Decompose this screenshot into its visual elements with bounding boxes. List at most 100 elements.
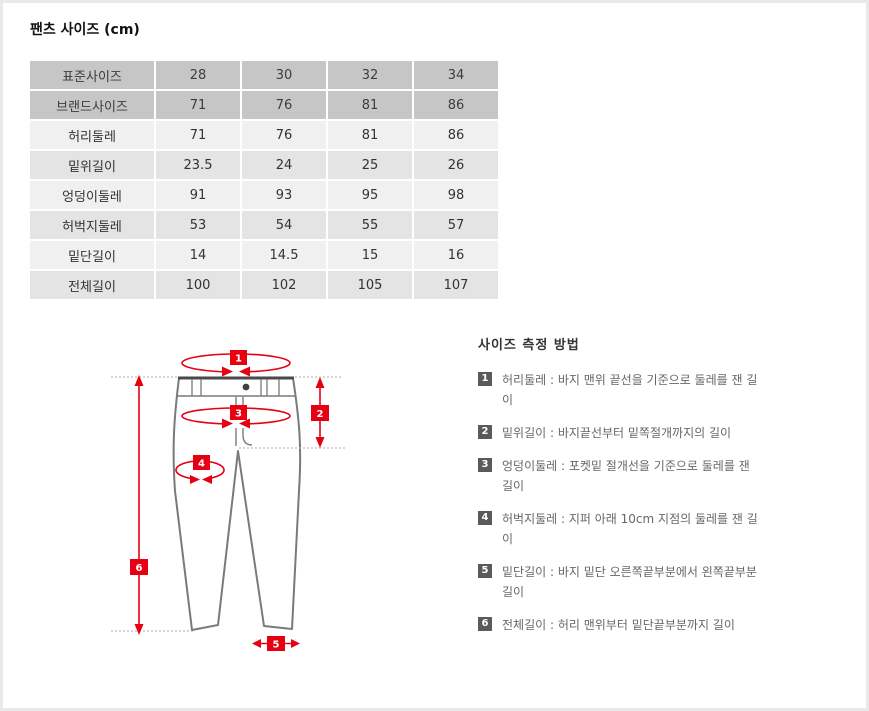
marker-1-label: 1 [235,354,242,365]
size-value-cell: 16 [414,241,498,269]
marker-3-label: 3 [235,409,242,420]
table-row-standard-size: 표준사이즈 28 30 32 34 [30,61,498,89]
pants-measurement-diagram: 6 2 1 3 4 5 [111,350,346,651]
arrow-left-icon [252,639,261,648]
size-value-cell: 34 [414,61,498,89]
size-value-cell: 76 [242,121,326,149]
arrow-left-icon [239,366,250,377]
size-value-cell: 55 [328,211,412,239]
row-label-cell: 허리둘레 [30,121,154,149]
size-value-cell: 25 [328,151,412,179]
marker-2-badge [311,405,329,421]
size-value-cell: 26 [414,151,498,179]
size-value-cell: 32 [328,61,412,89]
size-value-cell: 91 [156,181,240,209]
size-value-cell: 93 [242,181,326,209]
size-value-cell: 28 [156,61,240,89]
guide-item-text: 전체길이 : 허리 맨위부터 밑단끝부분까지 길이 [502,618,735,632]
table-row-hip: 엉덩이둘레 91 93 95 98 [30,181,498,209]
guide-item-text: 엉덩이둘레 : 포켓밑 절개선을 기준으로 둘레를 잰 길이 [502,459,750,493]
row-label-cell: 엉덩이둘레 [30,181,154,209]
table-row-rise: 밑위길이 23.5 24 25 26 [30,151,498,179]
arrow-right-icon [222,418,233,429]
measure-guide-items: 1 허리둘레 : 바지 맨위 끝선을 기준으로 둘레를 잰 길이 2 밑위길이 … [478,370,770,635]
table-row-thigh: 허벅지둘레 53 54 55 57 [30,211,498,239]
row-label-cell: 전체길이 [30,271,154,299]
guide-item-text: 밑위길이 : 바지끝선부터 밑쪽절개까지의 길이 [502,426,732,440]
ellipse-gap [223,367,249,376]
row-label-cell: 허벅지둘레 [30,211,154,239]
guide-number-badge: 3 [478,458,492,472]
measure-guide: 사이즈 측정 방법 1 허리둘레 : 바지 맨위 끝선을 기준으로 둘레를 잰 … [478,334,770,648]
arrow-up-icon [315,377,325,388]
arrow-right-icon [222,366,233,377]
table-row-total-length: 전체길이 100 102 105 107 [30,271,498,299]
marker-3-badge [230,405,247,420]
size-value-cell: 100 [156,271,240,299]
row-label-cell: 밑위길이 [30,151,154,179]
row-label-cell: 표준사이즈 [30,61,154,89]
size-value-cell: 15 [328,241,412,269]
size-value-cell: 14 [156,241,240,269]
guide-number-badge: 2 [478,425,492,439]
ellipse-gap [223,419,249,428]
measure-guide-heading: 사이즈 측정 방법 [478,338,580,353]
size-value-cell: 107 [414,271,498,299]
marker-6-badge [130,559,148,575]
guide-item-rise: 2 밑위길이 : 바지끝선부터 밑쪽절개까지의 길이 [478,423,770,443]
row-label-cell: 밑단길이 [30,241,154,269]
size-value-cell: 81 [328,91,412,119]
size-value-cell: 76 [242,91,326,119]
size-value-cell: 105 [328,271,412,299]
size-value-cell: 98 [414,181,498,209]
marker-5-badge [267,636,285,651]
size-value-cell: 54 [242,211,326,239]
guide-item-thigh: 4 허벅지둘레 : 지퍼 아래 10cm 지점의 둘레를 잰 길이 [478,509,770,549]
waist-button [242,383,250,391]
guide-item-total-length: 6 전체길이 : 허리 맨위부터 밑단끝부분까지 길이 [478,615,770,635]
guide-item-hip: 3 엉덩이둘레 : 포켓밑 절개선을 기준으로 둘레를 잰 길이 [478,456,770,496]
guide-number-badge: 1 [478,372,492,386]
arrow-right-icon [190,475,200,484]
size-value-cell: 30 [242,61,326,89]
size-value-cell: 86 [414,91,498,119]
table-row-brand-size: 브랜드사이즈 71 76 81 86 [30,91,498,119]
size-value-cell: 23.5 [156,151,240,179]
page-title: 팬츠 사이즈 (cm) [30,22,140,38]
size-value-cell: 71 [156,91,240,119]
size-value-cell: 14.5 [242,241,326,269]
pants-outline [172,377,302,631]
ellipse-gap [192,474,210,483]
marker-6-label: 6 [136,563,143,574]
size-value-cell: 57 [414,211,498,239]
marker-1-badge [230,350,247,365]
arrow-right-icon [291,639,300,648]
guide-item-text: 허리둘레 : 바지 맨위 끝선을 기준으로 둘레를 잰 길이 [502,373,758,407]
size-value-cell: 86 [414,121,498,149]
arrow-down-icon [315,437,325,448]
size-value-cell: 95 [328,181,412,209]
row-label-cell: 브랜드사이즈 [30,91,154,119]
guide-item-text: 허벅지둘레 : 지퍼 아래 10cm 지점의 둘레를 잰 길이 [502,512,758,546]
arrow-up-icon [134,375,144,386]
marker-4-badge [193,455,210,470]
size-value-cell: 102 [242,271,326,299]
guide-number-badge: 4 [478,511,492,525]
size-value-cell: 81 [328,121,412,149]
arrow-left-icon [239,418,250,429]
table-row-hem: 밑단길이 14 14.5 15 16 [30,241,498,269]
guide-item-hem: 5 밑단길이 : 바지 밑단 오른쪽끝부분에서 왼쪽끝부분 길이 [478,562,770,602]
size-table: 표준사이즈 28 30 32 34 브랜드사이즈 71 76 81 86 허리둘… [28,59,500,301]
marker-5-label: 5 [273,640,280,651]
belt-loop-lines [191,379,280,396]
guide-number-badge: 5 [478,564,492,578]
size-value-cell: 53 [156,211,240,239]
size-value-cell: 71 [156,121,240,149]
marker-4-label: 4 [198,459,205,470]
table-row-waist: 허리둘레 71 76 81 86 [30,121,498,149]
arrow-left-icon [202,475,212,484]
marker-2-label: 2 [317,409,324,420]
guide-number-badge: 6 [478,617,492,631]
size-value-cell: 24 [242,151,326,179]
